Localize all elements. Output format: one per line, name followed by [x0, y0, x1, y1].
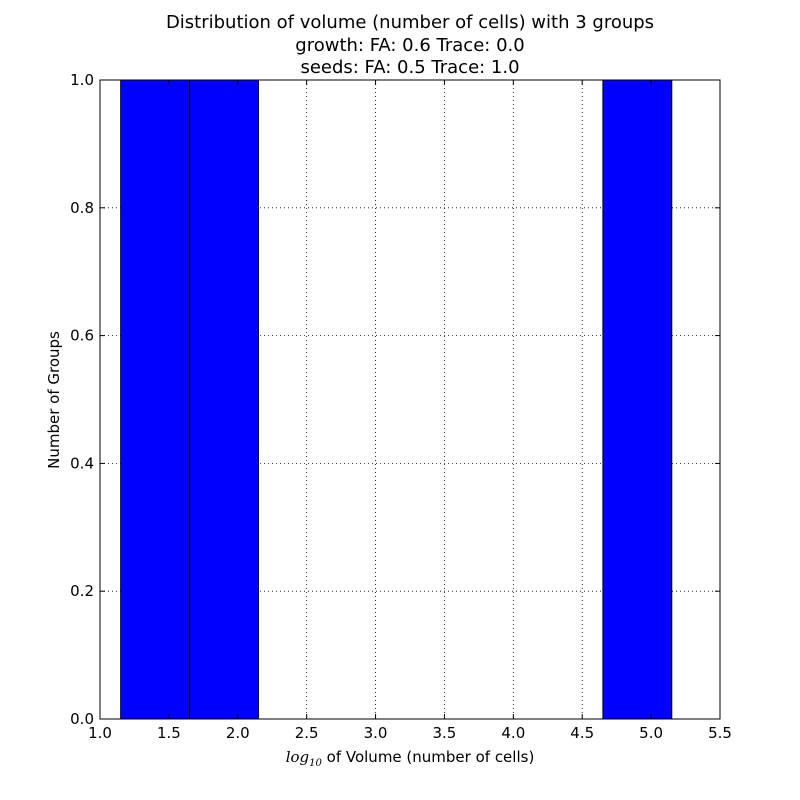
- chart-title-line-1: Distribution of volume (number of cells)…: [166, 12, 654, 33]
- y-tick-label: 0.0: [70, 710, 94, 728]
- x-axis-label-text: of Volume (number of cells): [322, 748, 534, 766]
- bars: [120, 79, 673, 720]
- histogram-bar: [120, 79, 191, 720]
- x-tick-label: 2.0: [226, 724, 250, 742]
- x-tick-label: 3.5: [433, 724, 457, 742]
- x-tick-label: 4.0: [501, 724, 525, 742]
- y-tick-label: 0.4: [70, 454, 94, 472]
- x-tick-label: 4.5: [570, 724, 594, 742]
- histogram-bar: [602, 79, 673, 720]
- histogram-bar: [189, 79, 259, 720]
- x-tick-label: 5.0: [639, 724, 663, 742]
- y-tick-label: 0.8: [70, 199, 94, 217]
- chart-title-line-2: growth: FA: 0.6 Trace: 0.0: [295, 35, 524, 56]
- plot-frame: [99, 79, 721, 720]
- y-tick-labels: 0.0 0.2 0.4 0.6 0.8 1.0: [70, 71, 94, 728]
- x-tick-labels: 1.0 1.5 2.0 2.5 3.0 3.5 4.0 4.5 5.0 5.5: [88, 724, 732, 742]
- x-tick-label: 2.5: [295, 724, 319, 742]
- x-tick-label: 1.0: [88, 724, 112, 742]
- x-tick-label: 1.5: [157, 724, 181, 742]
- x-tick-label: 3.0: [364, 724, 388, 742]
- chart-title-line-3: seeds: FA: 0.5 Trace: 1.0: [300, 57, 519, 78]
- y-tick-label: 1.0: [70, 71, 94, 89]
- y-axis-label: Number of Groups: [45, 331, 63, 469]
- x-axis-label: log10 of Volume (number of cells): [286, 748, 535, 769]
- y-tick-label: 0.6: [70, 327, 94, 345]
- x-tick-label: 5.5: [708, 724, 732, 742]
- y-tick-label: 0.2: [70, 582, 94, 600]
- x-axis-label-log: log: [286, 748, 309, 766]
- x-axis-label-log-base: 10: [309, 758, 322, 769]
